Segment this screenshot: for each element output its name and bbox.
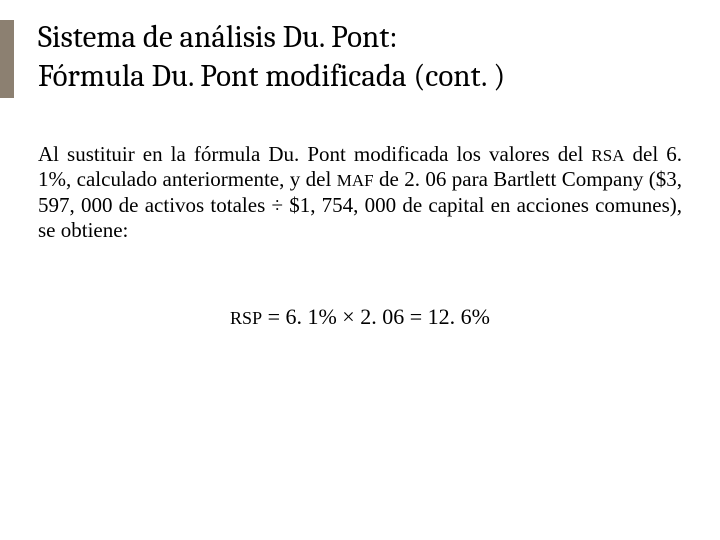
rsp-label: RSP	[230, 308, 262, 328]
body-pre-rsa: Al sustituir en la fórmula Du. Pont modi…	[38, 142, 591, 166]
rsa-label: RSA	[591, 146, 624, 165]
equation-expression: = 6. 1% × 2. 06 = 12. 6%	[262, 304, 490, 329]
slide: Sistema de análisis Du. Pont: Fórmula Du…	[0, 0, 720, 540]
title-line-1: Sistema de análisis Du. Pont:	[38, 19, 398, 55]
accent-bar	[0, 20, 14, 98]
slide-title: Sistema de análisis Du. Pont: Fórmula Du…	[38, 18, 682, 96]
equation: RSP = 6. 1% × 2. 06 = 12. 6%	[38, 304, 682, 330]
body-paragraph: Al sustituir en la fórmula Du. Pont modi…	[38, 142, 682, 244]
maf-label: MAF	[337, 171, 374, 190]
title-line-2: Fórmula Du. Pont modificada (cont. )	[38, 58, 505, 94]
